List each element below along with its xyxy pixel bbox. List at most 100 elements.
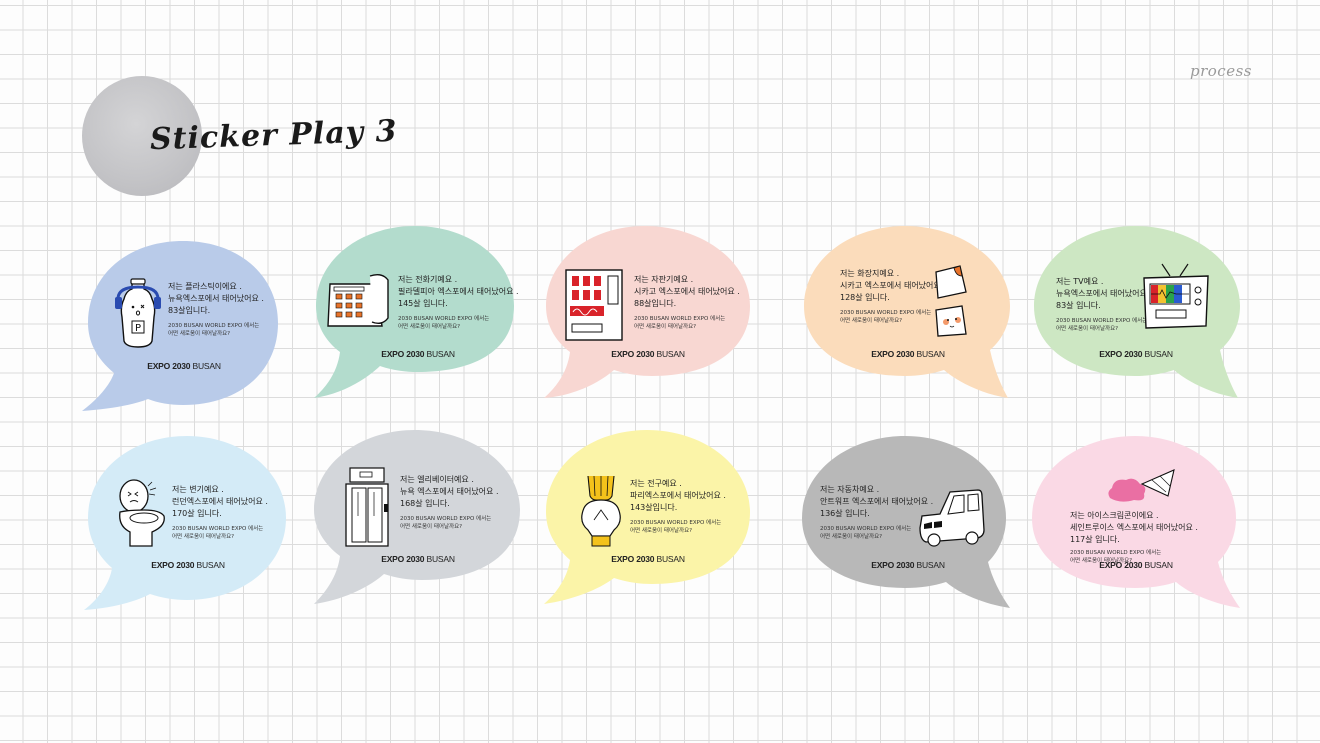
expo-question-line2: 어떤 새로움이 태어날까요? bbox=[630, 528, 693, 534]
speech-bubble bbox=[544, 226, 750, 398]
age-line: 83살입니다. bbox=[168, 306, 211, 315]
expo-question-line1: 2030 BUSAN WORLD EXPO 에서는 bbox=[1070, 550, 1162, 556]
speech-bubble bbox=[802, 436, 1010, 608]
expo-question-line1: 2030 BUSAN WORLD EXPO 에서는 bbox=[398, 316, 490, 322]
process-label: process bbox=[1190, 62, 1252, 80]
birthplace-line: 뉴욕엑스포에서 태어났어요 . bbox=[168, 294, 264, 303]
sticker-card-car[interactable]: 저는 자동차예요 . 안트워프 엑스포에서 태어났어요 . 136살 입니다. … bbox=[800, 432, 1010, 622]
birthplace-line: 세인트루이스 엑스포에서 태어났어요 . bbox=[1070, 523, 1198, 532]
car-icon bbox=[919, 489, 985, 547]
birthplace-line: 안트워프 엑스포에서 태어났어요 . bbox=[820, 497, 934, 506]
sticker-card-plastic[interactable]: P 저는 플라스틱이에요 . 뉴욕엑스포에서 태어났어요 . 83살입니다. 2… bbox=[78, 233, 288, 423]
expo-brand: EXPO 2030 BUSAN bbox=[1099, 349, 1173, 359]
expo-question-line2: 어떤 새로움이 태어날까요? bbox=[634, 324, 697, 330]
age-line: 88살입니다. bbox=[634, 299, 677, 308]
intro-line: 저는 전구예요 . bbox=[630, 479, 682, 488]
expo-brand: EXPO 2030 BUSAN bbox=[611, 554, 685, 564]
sticker-card-ice-cream[interactable]: 저는 아이스크림콘이에요 . 세인트루이스 엑스포에서 태어났어요 . 117살… bbox=[1030, 432, 1240, 622]
age-line: 168살 입니다. bbox=[400, 499, 450, 508]
page-title: Sticker Play 3 bbox=[149, 113, 398, 158]
birthplace-line: 시카고 엑스포에서 태어났어요 . bbox=[634, 287, 740, 296]
sticker-text: 저는 TV예요 . 뉴욕엑스포에서 태어났어요 . 83살 입니다. 2030 … bbox=[1056, 276, 1152, 333]
expo-brand: EXPO 2030 BUSAN bbox=[381, 349, 455, 359]
sticker-text: 저는 전화기예요 . 필라델피아 엑스포에서 태어났어요 . 145살 입니다.… bbox=[398, 274, 519, 331]
paper-towel-icon bbox=[935, 265, 967, 337]
expo-question-line2: 어떤 새로움이 태어날까요? bbox=[1070, 558, 1133, 564]
age-line: 170살 입니다. bbox=[172, 509, 222, 518]
sticker-text: 저는 변기예요 . 런던엑스포에서 태어났어요 . 170살 입니다. 2030… bbox=[172, 484, 268, 541]
ice-cream-cone-icon bbox=[1108, 469, 1175, 502]
intro-line: 저는 플라스틱이에요 . bbox=[168, 282, 242, 291]
expo-brand: EXPO 2030 BUSAN bbox=[871, 560, 945, 570]
intro-line: 저는 변기예요 . bbox=[172, 485, 224, 494]
sticker-text: 저는 플라스틱이에요 . 뉴욕엑스포에서 태어났어요 . 83살입니다. 203… bbox=[168, 281, 264, 338]
expo-brand: EXPO 2030 BUSAN bbox=[151, 560, 225, 570]
expo-question-line2: 어떤 새로움이 태어날까요? bbox=[172, 534, 235, 540]
sticker-card-paper-towel[interactable]: 저는 화장지예요 . 시카고 엑스포에서 태어났어요 . 128살 입니다. 2… bbox=[800, 222, 1010, 412]
sticker-text: 저는 자동차예요 . 안트워프 엑스포에서 태어났어요 . 136살 입니다. … bbox=[820, 484, 933, 541]
speech-bubble bbox=[544, 430, 750, 604]
sticker-text: 저는 전구예요 . 파리엑스포에서 태어났어요 . 143살입니다. 2030 … bbox=[630, 478, 726, 535]
birthplace-line: 뉴욕엑스포에서 태어났어요 . bbox=[1056, 289, 1152, 298]
expo-brand: EXPO 2030 BUSAN bbox=[871, 349, 945, 359]
birthplace-line: 파리엑스포에서 태어났어요 . bbox=[630, 491, 726, 500]
expo-question-line1: 2030 BUSAN WORLD EXPO 에서는 bbox=[172, 526, 264, 532]
sticker-text: 저는 아이스크림콘이에요 . 세인트루이스 엑스포에서 태어났어요 . 117살… bbox=[1070, 510, 1198, 565]
sticker-card-elevator[interactable]: 저는 엘리베이터예요 . 뉴욕 엑스포에서 태어났어요 . 168살 입니다. … bbox=[310, 426, 520, 616]
sticker-text: 저는 자판기예요 . 시카고 엑스포에서 태어났어요 . 88살입니다. 203… bbox=[634, 274, 740, 331]
intro-line: 저는 전화기예요 . bbox=[398, 275, 458, 284]
speech-bubble bbox=[1032, 436, 1240, 608]
telephone-icon bbox=[327, 273, 389, 327]
intro-line: 저는 엘리베이터예요 . bbox=[400, 475, 474, 484]
expo-question-line1: 2030 BUSAN WORLD EXPO 에서는 bbox=[840, 310, 932, 316]
expo-question-line2: 어떤 새로움이 태어날까요? bbox=[168, 331, 231, 337]
title-sticker-disc bbox=[82, 76, 202, 196]
toilet-icon bbox=[119, 479, 165, 547]
expo-question-line1: 2030 BUSAN WORLD EXPO 에서는 bbox=[820, 526, 912, 532]
vending-machine-icon bbox=[565, 269, 623, 341]
age-line: 128살 입니다. bbox=[840, 293, 890, 302]
expo-question-line1: 2030 BUSAN WORLD EXPO 에서는 bbox=[400, 516, 492, 522]
age-line: 145살 입니다. bbox=[398, 299, 448, 308]
expo-question-line1: 2030 BUSAN WORLD EXPO 에서는 bbox=[634, 316, 726, 322]
tv-icon bbox=[1143, 263, 1209, 329]
age-line: 117살 입니다. bbox=[1070, 535, 1120, 544]
expo-question-line2: 어떤 새로움이 태어날까요? bbox=[840, 318, 903, 324]
expo-question-line2: 어떤 새로움이 태어날까요? bbox=[398, 324, 461, 330]
birthplace-line: 런던엑스포에서 태어났어요 . bbox=[172, 497, 268, 506]
expo-question-line2: 어떤 새로움이 태어날까요? bbox=[820, 534, 883, 540]
elevator-icon bbox=[345, 467, 389, 547]
expo-question-line2: 어떤 새로움이 태어날까요? bbox=[1056, 326, 1119, 332]
expo-brand: EXPO 2030 BUSAN bbox=[147, 361, 221, 371]
light-bulb-icon bbox=[581, 475, 621, 547]
birthplace-line: 시카고 엑스포에서 태어났어요 . bbox=[840, 281, 946, 290]
expo-question-line2: 어떤 새로움이 태어날까요? bbox=[400, 524, 463, 530]
intro-line: 저는 자판기예요 . bbox=[634, 275, 694, 284]
intro-line: 저는 자동차예요 . bbox=[820, 485, 880, 494]
sticker-card-telephone[interactable]: 저는 전화기예요 . 필라델피아 엑스포에서 태어났어요 . 145살 입니다.… bbox=[310, 222, 520, 412]
sticker-card-vending-machine[interactable]: 저는 자판기예요 . 시카고 엑스포에서 태어났어요 . 88살입니다. 203… bbox=[540, 222, 750, 412]
age-line: 143살입니다. bbox=[630, 503, 678, 512]
intro-line: 저는 화장지예요 . bbox=[840, 269, 900, 278]
age-line: 83살 입니다. bbox=[1056, 301, 1101, 310]
plastic-bottle-icon: P bbox=[115, 278, 161, 348]
birthplace-line: 뉴욕 엑스포에서 태어났어요 . bbox=[400, 487, 499, 496]
sticker-text: 저는 화장지예요 . 시카고 엑스포에서 태어났어요 . 128살 입니다. 2… bbox=[840, 268, 946, 325]
age-line: 136살 입니다. bbox=[820, 509, 870, 518]
intro-line: 저는 TV예요 . bbox=[1056, 277, 1104, 286]
intro-line: 저는 아이스크림콘이에요 . bbox=[1070, 511, 1159, 520]
speech-bubble bbox=[1034, 226, 1240, 398]
svg-text:P: P bbox=[135, 323, 141, 334]
expo-brand: EXPO 2030 BUSAN bbox=[611, 349, 685, 359]
expo-question-line1: 2030 BUSAN WORLD EXPO 에서는 bbox=[168, 323, 260, 329]
sticker-card-toilet[interactable]: 저는 변기예요 . 런던엑스포에서 태어났어요 . 170살 입니다. 2030… bbox=[80, 432, 290, 622]
birthplace-line: 필라델피아 엑스포에서 태어났어요 . bbox=[398, 287, 519, 296]
sticker-text: 저는 엘리베이터예요 . 뉴욕 엑스포에서 태어났어요 . 168살 입니다. … bbox=[400, 474, 499, 531]
expo-brand: EXPO 2030 BUSAN bbox=[1099, 560, 1173, 570]
speech-bubble bbox=[314, 226, 514, 398]
sticker-card-tv[interactable]: 저는 TV예요 . 뉴욕엑스포에서 태어났어요 . 83살 입니다. 2030 … bbox=[1030, 222, 1240, 412]
expo-question-line1: 2030 BUSAN WORLD EXPO 에서는 bbox=[1056, 318, 1148, 324]
expo-question-line1: 2030 BUSAN WORLD EXPO 에서는 bbox=[630, 520, 722, 526]
expo-brand: EXPO 2030 BUSAN bbox=[381, 554, 455, 564]
sticker-card-light-bulb[interactable]: 저는 전구예요 . 파리엑스포에서 태어났어요 . 143살입니다. 2030 … bbox=[540, 426, 750, 616]
